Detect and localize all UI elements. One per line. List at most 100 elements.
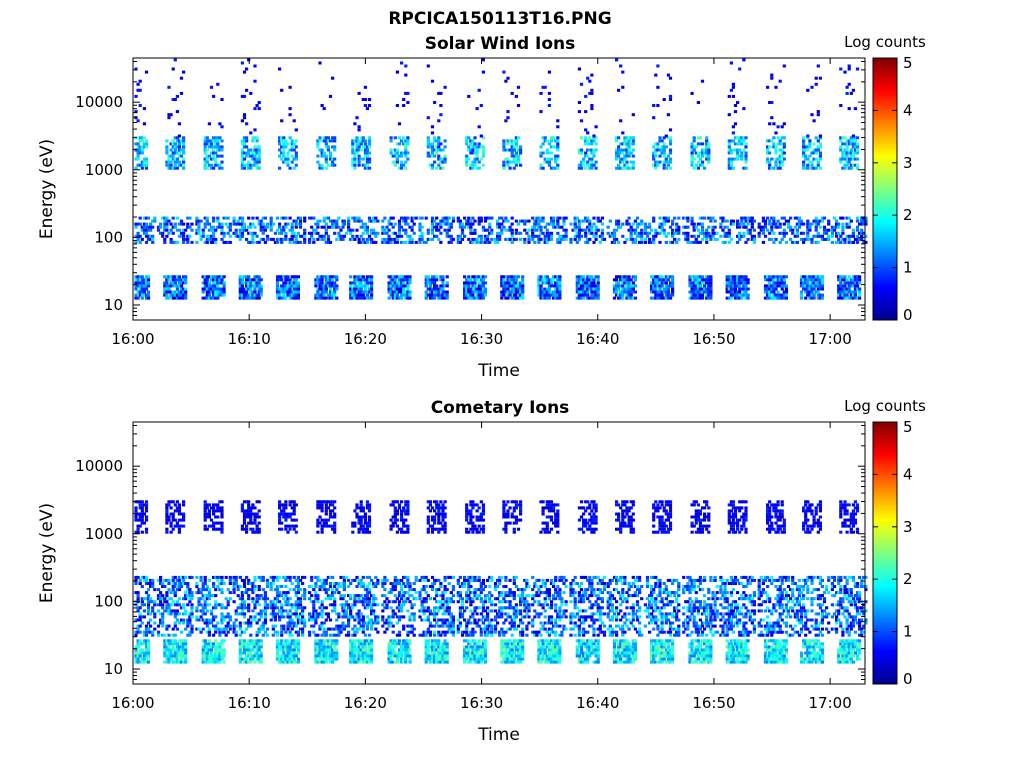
heatmap-cell [855, 142, 860, 146]
heatmap-cell [182, 603, 186, 607]
heatmap-cell [696, 154, 700, 158]
heatmap-cell [240, 219, 244, 223]
heatmap-cell [772, 216, 776, 220]
heatmap-cell [590, 151, 594, 155]
heatmap-cell [623, 278, 627, 282]
heatmap-cell [207, 627, 211, 631]
heatmap-cell [541, 142, 545, 146]
heatmap-cell [729, 157, 733, 161]
heatmap-cell [224, 624, 228, 628]
heatmap-cell [203, 527, 207, 531]
heatmap-cell [502, 275, 506, 279]
heatmap-cell [247, 278, 251, 282]
heatmap-cell [810, 281, 814, 285]
heatmap-cell [633, 237, 637, 241]
heatmap-cell [138, 624, 142, 628]
heatmap-cell [479, 287, 483, 291]
heatmap-cell [214, 287, 218, 291]
heatmap-cell [205, 216, 209, 220]
heatmap-cell [711, 225, 715, 229]
heatmap-cell [768, 151, 772, 155]
heatmap-cell [696, 281, 700, 285]
heatmap-cell [713, 231, 717, 235]
heatmap-cell [303, 234, 307, 238]
heatmap-cell [590, 228, 594, 232]
heatmap-cell [365, 237, 369, 241]
heatmap-cell [322, 139, 326, 143]
heatmap-cell [845, 163, 849, 167]
heatmap-cell [259, 284, 263, 288]
heatmap-cell [594, 160, 598, 164]
heatmap-cell [173, 142, 177, 146]
heatmap-cell [723, 219, 727, 223]
heatmap-cell [426, 142, 430, 146]
y-tick-label: 10000 [75, 93, 123, 111]
heatmap-cell [763, 219, 768, 223]
heatmap-cell [335, 275, 339, 279]
heatmap-cell [316, 293, 320, 297]
heatmap-cell [473, 284, 477, 288]
heatmap-cell [218, 648, 222, 652]
heatmap-cell [255, 281, 259, 285]
heatmap-cell [365, 231, 369, 235]
heatmap-cell [209, 287, 214, 291]
heatmap-cell [666, 160, 670, 164]
heatmap-cell [835, 225, 839, 229]
heatmap-cell [175, 293, 179, 297]
heatmap-cell [435, 287, 439, 291]
heatmap-cell [862, 216, 866, 220]
heatmap-cell [282, 151, 286, 155]
heatmap-cell [253, 284, 257, 288]
heatmap-cell [845, 222, 849, 226]
heatmap-cell [173, 281, 177, 285]
heatmap-cell [142, 136, 146, 140]
heatmap-cell [220, 125, 224, 129]
heatmap-cell [383, 228, 387, 232]
heatmap-cell [652, 145, 656, 149]
heatmap-cell [814, 284, 818, 288]
heatmap-cell [275, 293, 280, 297]
heatmap-cell [430, 154, 435, 158]
heatmap-cell [742, 58, 746, 62]
heatmap-cell [428, 293, 432, 297]
heatmap-cell [224, 597, 228, 601]
heatmap-cell [314, 222, 318, 226]
heatmap-cell [151, 237, 155, 241]
heatmap-cell [666, 136, 670, 140]
heatmap-cell [144, 506, 149, 510]
heatmap-cell [341, 237, 345, 241]
heatmap-cell [820, 278, 824, 282]
heatmap-cell [165, 657, 169, 661]
heatmap-cell [590, 281, 594, 285]
heatmap-cell [666, 290, 670, 294]
heatmap-cell [784, 296, 788, 300]
heatmap-cell [736, 278, 740, 282]
heatmap-cell [361, 275, 365, 279]
heatmap-cell [156, 597, 161, 601]
heatmap-cell [161, 615, 165, 619]
heatmap-cell [173, 609, 177, 613]
heatmap-cell [822, 216, 827, 220]
heatmap-cell [303, 219, 307, 223]
heatmap-cell [521, 296, 525, 300]
heatmap-cell [207, 648, 211, 652]
heatmap-cell [144, 575, 149, 579]
heatmap-cell [473, 136, 477, 140]
heatmap-cell [477, 142, 481, 146]
heatmap-cell [138, 281, 142, 285]
heatmap-cell [625, 151, 629, 155]
heatmap-cell [240, 119, 244, 123]
heatmap-cell [700, 237, 705, 241]
heatmap-cell [387, 228, 391, 232]
heatmap-cell [320, 166, 324, 170]
heatmap-cell [175, 578, 179, 582]
heatmap-cell [625, 237, 629, 241]
heatmap-cell [265, 225, 270, 229]
heatmap-cell [627, 148, 631, 152]
heatmap-cell [324, 216, 328, 220]
heatmap-cell [171, 575, 175, 579]
heatmap-cell [242, 151, 247, 155]
heatmap-cell [631, 166, 635, 170]
heatmap-cell [195, 575, 199, 579]
heatmap-cell [579, 119, 584, 123]
